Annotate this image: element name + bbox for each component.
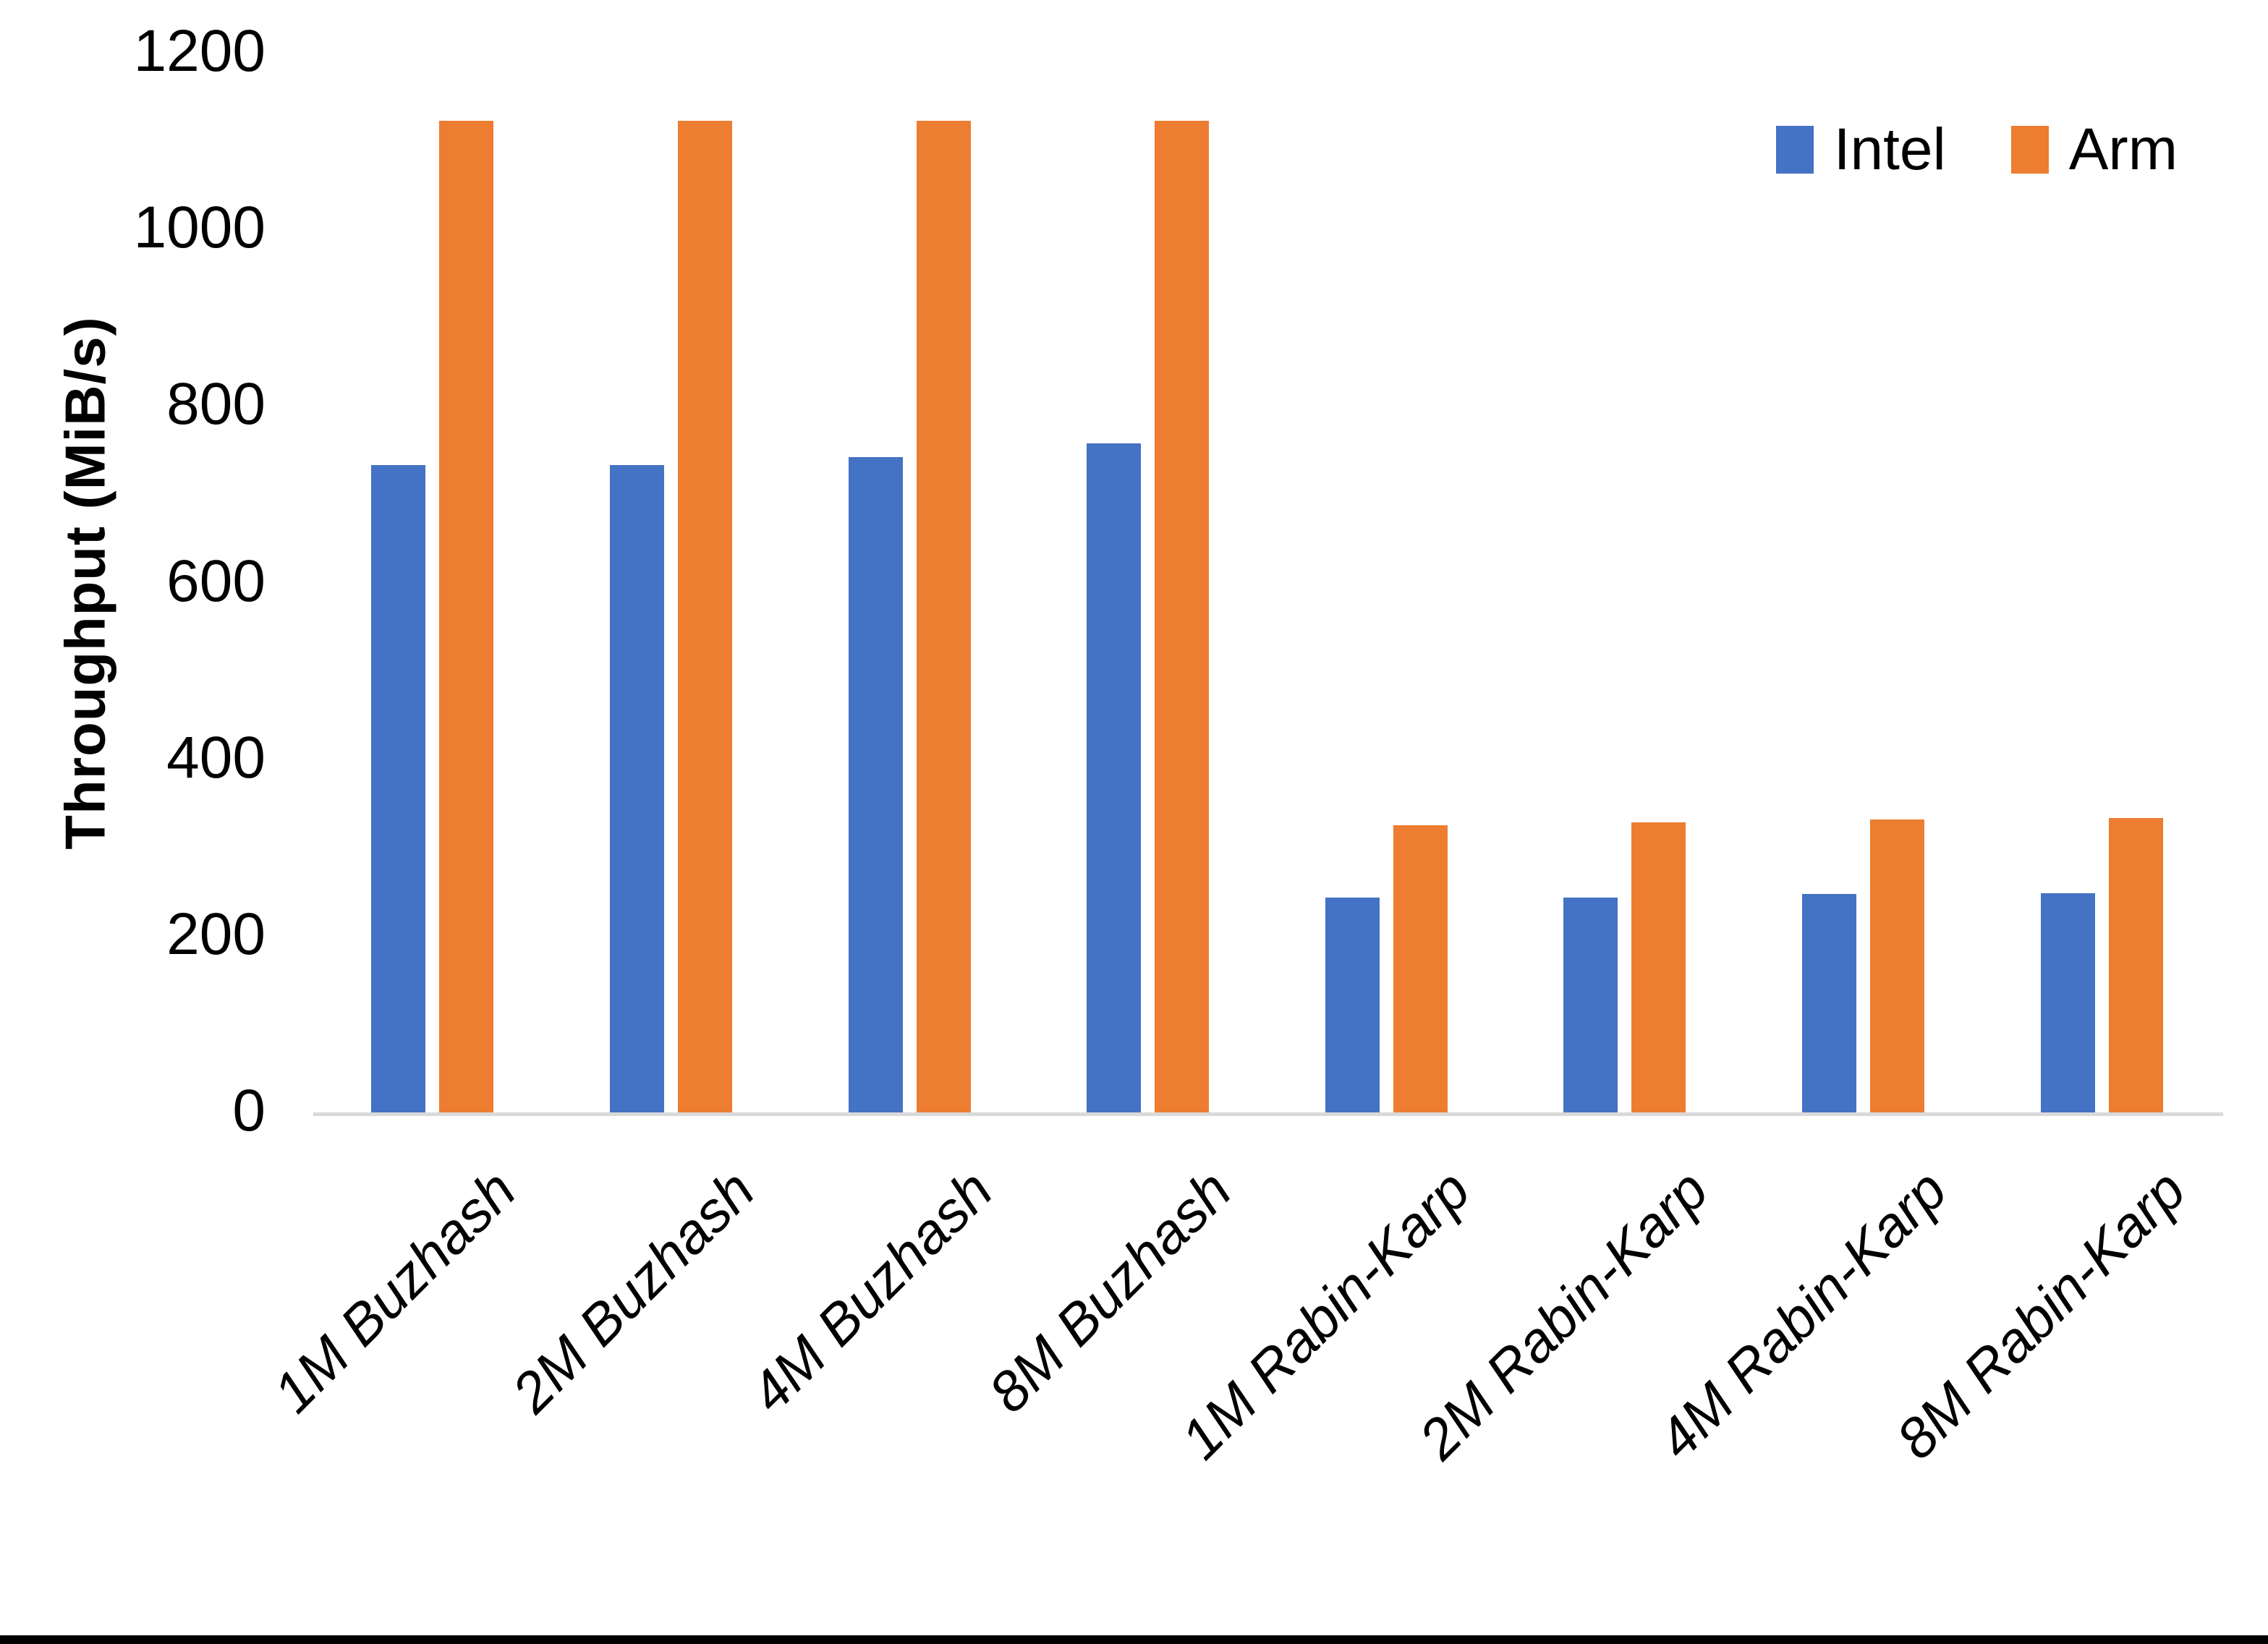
bar-arm-2m-rabin-karp (1631, 822, 1686, 1114)
bar-arm-1m-buzhash (439, 120, 494, 1114)
bar-group-2m-rabin-karp (1505, 54, 1744, 1114)
plot-area (313, 54, 2221, 1114)
x-axis-label: 1M Buzhash (260, 1157, 528, 1425)
legend-swatch-arm (2010, 126, 2049, 174)
bar-group-4m-rabin-karp (1744, 54, 1983, 1114)
bar-arm-1m-rabin-karp (1393, 825, 1448, 1114)
y-tick-label: 1000 (133, 195, 266, 261)
legend-item-intel: Intel (1775, 116, 1946, 184)
bar-group-1m-rabin-karp (1267, 54, 1506, 1114)
bottom-border-strip (0, 1635, 2268, 1644)
x-axis-line (313, 1112, 2223, 1116)
bar-group-8m-rabin-karp (1982, 54, 2221, 1114)
legend-swatch-intel (1775, 126, 1814, 174)
x-axis-label: 8M Buzhash (976, 1157, 1244, 1425)
y-tick-label: 600 (166, 548, 266, 614)
legend-label: Intel (1833, 116, 1946, 182)
x-axis-label: 2M Buzhash (499, 1157, 767, 1425)
bar-intel-8m-buzhash (1087, 443, 1142, 1114)
y-tick-label: 200 (166, 901, 266, 968)
bar-group-1m-buzhash (313, 54, 552, 1114)
y-tick-label: 0 (232, 1078, 266, 1144)
bar-intel-4m-rabin-karp (1802, 894, 1857, 1114)
bar-intel-2m-rabin-karp (1563, 897, 1618, 1114)
y-tick-label: 1200 (133, 18, 266, 85)
y-tick-label: 400 (166, 724, 266, 791)
bar-arm-4m-rabin-karp (1870, 819, 1925, 1114)
bar-intel-2m-buzhash (609, 464, 664, 1114)
bar-group-4m-buzhash (790, 54, 1029, 1114)
y-tick-label: 800 (166, 371, 266, 438)
legend: Intel Arm (1775, 116, 2178, 184)
legend-label: Arm (2068, 116, 2178, 182)
bar-intel-1m-buzhash (371, 464, 426, 1114)
legend-item-arm: Arm (2010, 116, 2178, 184)
bar-group-8m-buzhash (1029, 54, 1267, 1114)
y-axis-title: Throughput (MiB/s) (53, 316, 117, 850)
bar-arm-8m-rabin-karp (2108, 818, 2163, 1114)
bar-arm-4m-buzhash (916, 120, 971, 1114)
bar-arm-2m-buzhash (677, 120, 732, 1114)
bar-arm-8m-buzhash (1155, 120, 1210, 1114)
x-axis-label: 4M Buzhash (738, 1157, 1005, 1425)
bar-intel-4m-buzhash (848, 456, 903, 1114)
bar-intel-1m-rabin-karp (1325, 897, 1380, 1114)
bar-group-2m-buzhash (552, 54, 791, 1114)
bar-intel-8m-rabin-karp (2040, 893, 2095, 1114)
